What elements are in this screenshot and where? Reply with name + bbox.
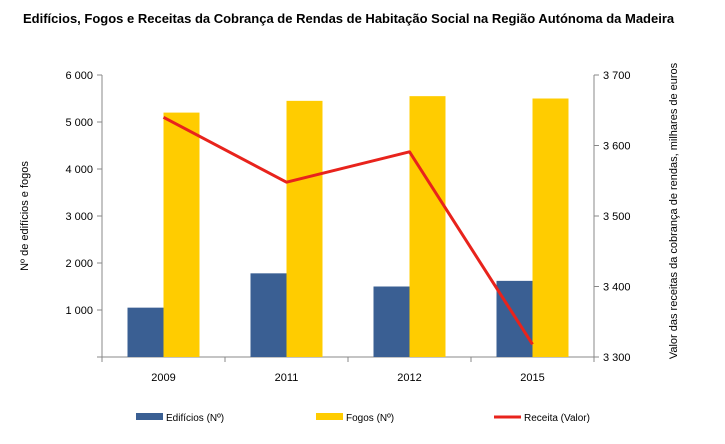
bar-edificios [250,273,287,357]
y-tick-label: 3 000 [65,211,93,223]
y-tick-label: 2 000 [65,258,93,270]
bar-edificios [496,280,533,357]
y-axis-title: Nº de edifícios e fogos [19,161,31,271]
y-tick-label: 6 000 [65,70,93,82]
legend-label: Fogos (Nº) [346,413,394,424]
y2-tick-label: 3 400 [603,282,631,294]
legend-label: Edifícios (Nº) [166,413,224,424]
y2-tick-label: 3 600 [603,141,631,153]
bar-edificios [127,307,164,357]
chart-title: Edifícios, Fogos e Receitas da Cobrança … [23,11,675,26]
y2-tick-label: 3 700 [603,70,631,82]
bar-fogos [532,98,569,357]
bar-fogos [286,100,323,357]
y-tick-label: 1 000 [65,305,93,317]
bar-edificios [373,286,410,357]
legend-swatch-fogos [316,413,343,420]
x-tick-label: 2012 [397,372,421,384]
bar-fogos [409,96,446,358]
legend-label: Receita (Valor) [524,413,590,424]
y-tick-label: 5 000 [65,117,93,129]
legend: Edifícios (Nº) Fogos (Nº) Receita (Valor) [136,413,590,424]
x-tick-label: 2009 [151,372,175,384]
bar-fogos [163,112,200,357]
y2-tick-label: 3 300 [603,352,631,364]
x-tick-label: 2011 [275,372,299,384]
line-receita [162,115,534,346]
legend-swatch-edificios [136,413,163,420]
y2-tick-label: 3 500 [603,211,631,223]
y2-axis-title: Valor das receitas da cobrança de rendas… [668,62,680,359]
plot-area: 1 000 2 000 3 000 4 000 5 000 6 000 3 300 3 400… [19,62,680,384]
x-tick-label: 2015 [520,372,544,384]
y-tick-label: 4 000 [65,164,93,176]
